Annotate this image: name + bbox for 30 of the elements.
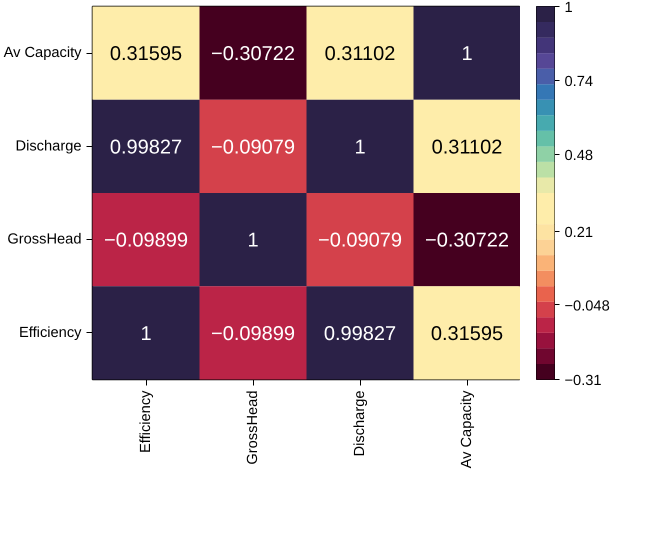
x-tick-label: Av Capacity [459,390,475,468]
data-label: 0.31595 [110,43,182,66]
y-tick-label: GrossHead [7,232,82,248]
data-label: 0.31102 [432,136,502,158]
data-label: 0.31102 [324,43,396,66]
data-label: 0.99827 [324,322,396,345]
x-tick-label: Discharge [352,390,368,456]
data-label: 1 [140,322,152,345]
data-label: 0.99827 [110,136,182,158]
color-bar-label: −0.048 [564,298,610,314]
x-tick-label: Efficiency [138,390,154,453]
data-label: 1 [247,230,259,252]
x-tick-label: GrossHead [245,390,261,465]
color-bar-label: 1 [564,0,573,16]
y-tick-label: Av Capacity [4,45,82,62]
data-label: −0.09079 [318,230,402,252]
color-bar-label: 0.48 [564,148,594,164]
data-label: 1 [461,43,473,66]
y-tick-label: Discharge [16,138,82,154]
data-label: 0.31595 [430,322,504,345]
data-label: −0.30722 [425,230,509,252]
data-label: −0.09899 [211,322,295,345]
data-label: −0.09899 [104,230,188,252]
data-label: −0.30722 [211,43,295,66]
color-bar-label: −0.31 [564,373,602,389]
y-tick-label: Efficiency [19,324,82,341]
color-bar-label: 0.21 [564,224,594,241]
color-bar-label: 0.74 [564,74,594,90]
data-label: −0.09079 [211,136,295,158]
data-label: 1 [354,136,366,158]
